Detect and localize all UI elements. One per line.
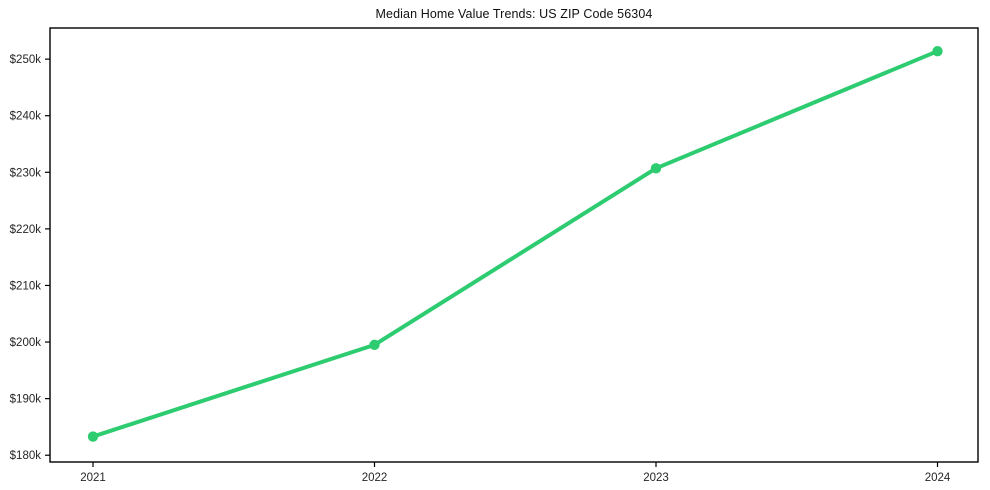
data-point-marker <box>369 339 380 351</box>
chart-title: Median Home Value Trends: US ZIP Code 56… <box>375 7 653 21</box>
y-tick-label: $180k <box>10 450 42 462</box>
data-point-marker <box>932 45 943 57</box>
x-tick-label: 2024 <box>925 472 951 484</box>
x-tick-label: 2023 <box>643 472 669 484</box>
data-point-marker <box>650 163 662 174</box>
trend-line <box>91 49 940 439</box>
x-tick-label: 2021 <box>80 472 106 484</box>
y-tick-label: $200k <box>10 337 42 349</box>
y-tick-label: $230k <box>10 167 42 179</box>
y-tick-label: $220k <box>10 224 42 236</box>
y-tick-label: $250k <box>10 54 42 66</box>
y-tick-label: $240k <box>10 111 42 123</box>
x-tick-label: 2022 <box>362 472 388 484</box>
y-tick-label: $190k <box>10 394 42 406</box>
data-point-marker <box>87 431 99 442</box>
y-tick-label: $210k <box>10 280 42 292</box>
plot-border <box>49 27 979 463</box>
